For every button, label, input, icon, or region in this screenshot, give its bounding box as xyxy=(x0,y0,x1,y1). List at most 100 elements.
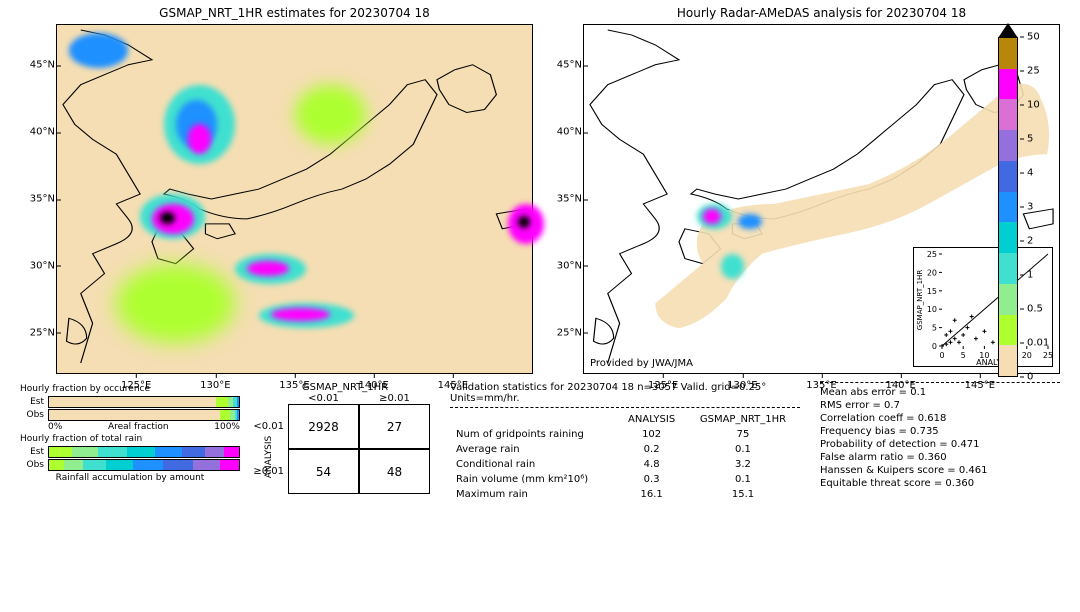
fraction-bar xyxy=(48,446,240,458)
row-label: Conditional rain xyxy=(450,457,617,472)
ytick: 30°N xyxy=(17,260,55,271)
colorbar-tick: 25 xyxy=(1020,66,1040,77)
fraction-segment xyxy=(133,460,163,470)
score-line: Frequency bias = 0.735 xyxy=(820,426,1060,437)
fraction-row-label: Obs xyxy=(20,410,44,420)
val-b: 15.1 xyxy=(686,487,800,502)
fraction-bar xyxy=(48,459,240,471)
colorbar-segment xyxy=(999,130,1017,161)
table-row: Conditional rain4.83.2 xyxy=(450,457,800,472)
score-line: False alarm ratio = 0.360 xyxy=(820,452,1060,463)
precip-blob xyxy=(247,261,289,276)
fraction-segment xyxy=(224,447,239,457)
colorbar-segment xyxy=(999,161,1017,192)
axis-100: 100% xyxy=(214,422,240,432)
precip-blob xyxy=(116,264,235,344)
fraction-segment xyxy=(127,447,156,457)
right-map-panel: Hourly Radar-AMeDAS analysis for 2023070… xyxy=(583,6,1060,374)
svg-text:25: 25 xyxy=(927,250,937,259)
row-label: Average rain xyxy=(450,442,617,457)
fraction-segment xyxy=(216,397,227,407)
conf-title: GSMAP_NRT_1HR xyxy=(260,382,430,393)
conf-cell-01: 27 xyxy=(359,404,430,449)
stats-table: ANALYSIS GSMAP_NRT_1HR Num of gridpoints… xyxy=(450,412,800,502)
conf-cell-00: 2928 xyxy=(288,404,359,449)
fraction-segment xyxy=(49,447,72,457)
fraction-segment xyxy=(49,397,216,407)
score-line: RMS error = 0.7 xyxy=(820,400,1060,411)
val-a: 102 xyxy=(617,427,686,442)
axis-label: Areal fraction xyxy=(108,422,169,432)
colorbar-segment xyxy=(999,99,1017,130)
colorbar-tick: 1 xyxy=(1020,270,1033,281)
fraction-row-label: Est xyxy=(20,447,44,457)
val-a: 0.2 xyxy=(617,442,686,457)
fraction-bar xyxy=(48,409,240,421)
svg-text:20: 20 xyxy=(927,268,937,277)
colorbar-segment xyxy=(999,69,1017,100)
table-row: Rain volume (mm km²10⁶)0.30.1 xyxy=(450,472,800,487)
precip-blob xyxy=(703,209,721,224)
stats-panel: Validation statistics for 20230704 18 n=… xyxy=(450,382,1060,502)
svg-text:15: 15 xyxy=(927,287,937,296)
colorbar-top-triangle xyxy=(998,23,1018,38)
fraction-row-label: Est xyxy=(20,397,44,407)
colorbar-segment xyxy=(999,284,1017,315)
fraction-segment xyxy=(193,460,220,470)
xtick: 130°E xyxy=(727,380,757,391)
colorbar-segment xyxy=(999,345,1017,376)
ytick: 35°N xyxy=(17,194,55,205)
conf-cell-10: 54 xyxy=(288,449,359,494)
ytick: 40°N xyxy=(544,127,582,138)
left-map-panel: GSMAP_NRT_1HR estimates for 20230704 18 … xyxy=(56,6,533,374)
precip-blob xyxy=(69,33,128,68)
fraction-segment xyxy=(155,447,182,457)
xtick: 125°E xyxy=(121,380,151,391)
score-line: Correlation coeff = 0.618 xyxy=(820,413,1060,424)
attribution-text: Provided by JWA/JMA xyxy=(590,358,693,369)
precip-blob xyxy=(295,85,366,145)
table-row: Average rain0.20.1 xyxy=(450,442,800,457)
fraction-segment xyxy=(220,460,239,470)
stats-col-b: GSMAP_NRT_1HR xyxy=(686,412,800,427)
score-line: Probability of detection = 0.471 xyxy=(820,439,1060,450)
colorbar-tick: 3 xyxy=(1020,202,1033,213)
svg-text:10: 10 xyxy=(927,305,937,314)
ytick: 30°N xyxy=(544,260,582,271)
fraction-bar-row: Est xyxy=(20,396,240,408)
colorbar-segment xyxy=(999,315,1017,346)
stats-col-a: ANALYSIS xyxy=(617,412,686,427)
divider xyxy=(450,407,800,408)
precip-blob xyxy=(738,214,762,229)
val-a: 4.8 xyxy=(617,457,686,472)
ytick: 25°N xyxy=(17,327,55,338)
svg-text:GSMAP_NRT_1HR: GSMAP_NRT_1HR xyxy=(916,270,924,331)
ytick: 40°N xyxy=(17,127,55,138)
xtick: 140°E xyxy=(885,380,915,391)
colorbar-tick: 4 xyxy=(1020,168,1033,179)
right-map: Provided by JWA/JMA 00551010151520202525… xyxy=(583,24,1060,374)
fraction-segment xyxy=(49,410,220,420)
score-line: Equitable threat score = 0.360 xyxy=(820,478,1060,489)
fraction-bar-row: Obs xyxy=(20,459,240,471)
fraction-segment xyxy=(106,460,133,470)
colorbar-tick: 0.5 xyxy=(1020,304,1043,315)
fraction-bar-row: Obs xyxy=(20,409,240,421)
ytick: 35°N xyxy=(544,194,582,205)
score-list: Mean abs error = 0.1RMS error = 0.7Corre… xyxy=(820,382,1060,502)
val-b: 0.1 xyxy=(686,472,800,487)
precip-blob xyxy=(518,216,530,228)
xtick: 145°E xyxy=(438,380,468,391)
xtick: 125°E xyxy=(648,380,678,391)
fraction-bar xyxy=(48,396,240,408)
fraction-segment xyxy=(237,410,239,420)
colorbar-tick: 2 xyxy=(1020,236,1033,247)
colorbar-segment xyxy=(999,192,1017,223)
fraction-segment xyxy=(72,447,99,457)
row-label: Maximum rain xyxy=(450,487,617,502)
row-label: Rain volume (mm km²10⁶) xyxy=(450,472,617,487)
xtick: 145°E xyxy=(965,380,995,391)
fraction-segment xyxy=(237,397,239,407)
fraction-panel: Hourly fraction by occurence EstObs 0% A… xyxy=(20,382,240,502)
axis-0: 0% xyxy=(48,422,62,432)
